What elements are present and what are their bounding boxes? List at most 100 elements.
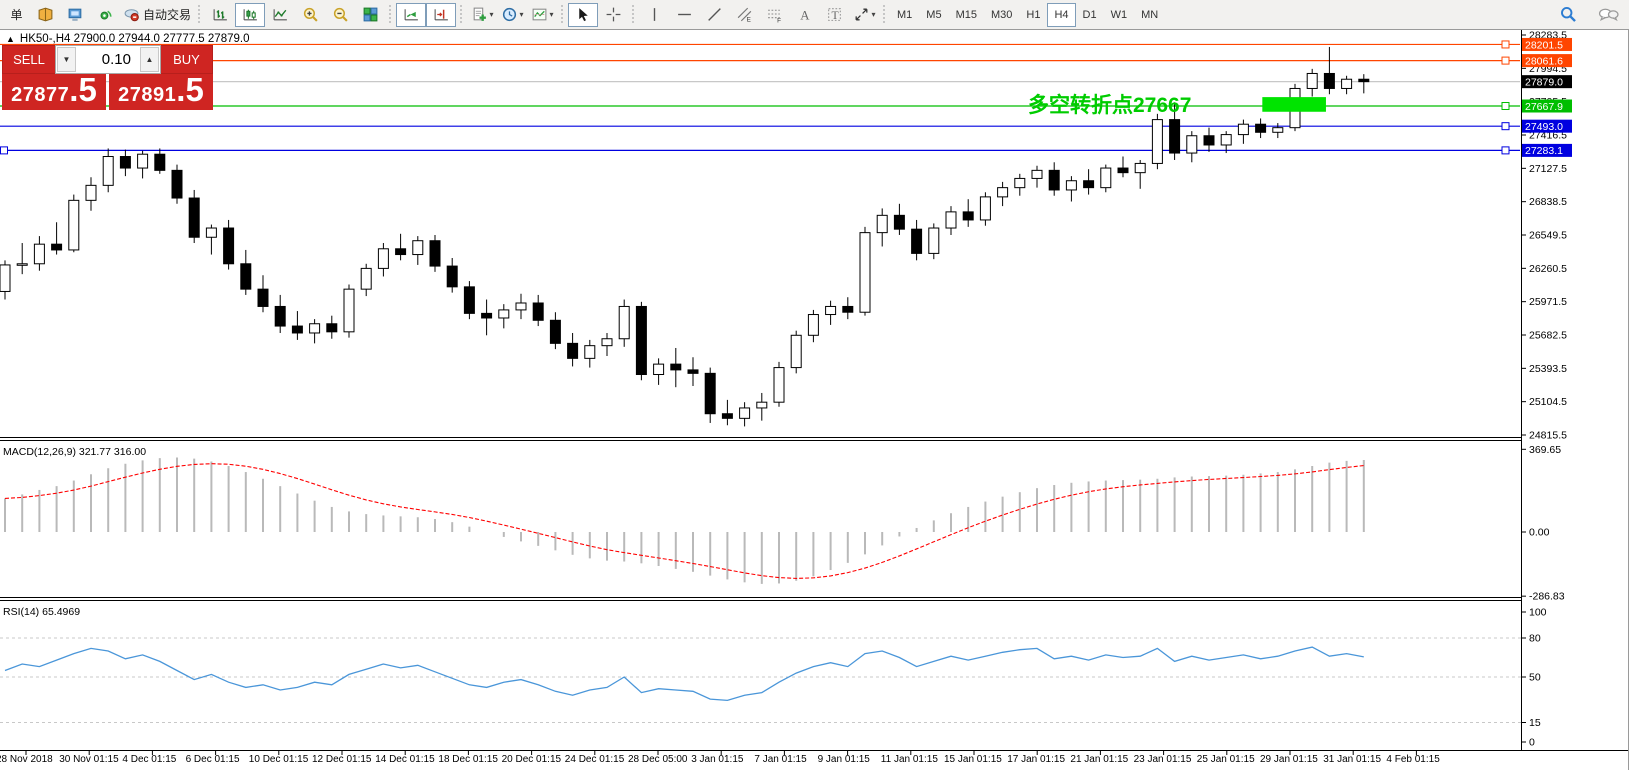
vertical-line-button[interactable]	[639, 3, 669, 27]
tile-windows-button[interactable]	[355, 3, 385, 27]
candle-body	[962, 211, 974, 221]
timeframe-MN[interactable]: MN	[1141, 8, 1159, 21]
drawn-rectangle[interactable]	[1262, 97, 1326, 112]
signals-button[interactable]	[90, 3, 120, 27]
auto-scroll-button[interactable]	[396, 2, 427, 27]
zoom-in-button[interactable]	[295, 3, 325, 27]
text-label-button[interactable]: T	[819, 3, 849, 27]
crosshair-button[interactable]	[598, 3, 628, 27]
candle-body	[876, 214, 888, 234]
line-handle[interactable]	[1501, 146, 1510, 155]
time-label: 17 Jan 01:15	[1007, 754, 1066, 765]
chat-icon	[1598, 8, 1619, 21]
timeframe-M1[interactable]: M1	[897, 8, 913, 21]
candle-body	[188, 197, 200, 238]
toolbar-grip	[387, 4, 395, 25]
text-icon: A	[800, 8, 810, 22]
timeframe-D1[interactable]: D1	[1082, 8, 1097, 21]
timeframe-H4[interactable]: H4	[1047, 2, 1076, 27]
timeframe-M30[interactable]: M30	[990, 8, 1013, 21]
arrows-button[interactable]: ▾	[849, 3, 879, 27]
price-tick-label: 28283.5	[1529, 30, 1567, 42]
new-order-button[interactable]: 单	[0, 3, 30, 27]
line-chart-button[interactable]	[265, 3, 295, 27]
line-chart-icon	[273, 9, 287, 21]
candle-body	[653, 363, 665, 376]
trendline-button[interactable]	[699, 3, 729, 27]
volume-increase-button[interactable]: ▲	[140, 47, 159, 72]
price-badge	[1522, 54, 1572, 68]
price-badge-label: 27667.9	[1525, 101, 1563, 113]
indicators-icon	[473, 7, 486, 21]
indicators-button[interactable]: ▾	[467, 3, 497, 27]
market-watch-button[interactable]	[30, 3, 60, 27]
volume-value[interactable]: 0.10	[101, 51, 131, 68]
candlestick-chart-icon	[243, 9, 257, 21]
candle-body	[859, 232, 871, 313]
candle-body	[395, 248, 407, 256]
bar-chart-button[interactable]	[205, 3, 235, 27]
sell-price-int: 27877	[11, 84, 70, 106]
equidistant-channel-button[interactable]: E	[729, 3, 759, 27]
price-badge	[1522, 143, 1572, 157]
search-button[interactable]	[1553, 2, 1583, 26]
fibonacci-button[interactable]: F	[759, 3, 789, 27]
line-handle[interactable]	[1501, 102, 1510, 111]
candle-body	[911, 228, 923, 254]
candle-body	[1134, 162, 1146, 174]
candle-body	[481, 312, 493, 319]
chart-title: ▲ HK50-,H4 27900.0 27944.0 27777.5 27879…	[6, 33, 249, 45]
svg-text:F: F	[777, 17, 781, 23]
bar-chart-icon	[213, 9, 227, 21]
autotrading-label: 自动交易	[143, 8, 192, 22]
time-label: 11 Jan 01:15	[880, 754, 938, 765]
timeframe-W1[interactable]: W1	[1110, 8, 1128, 21]
horizontal-line-button[interactable]	[669, 3, 699, 27]
zoom-out-button[interactable]	[325, 3, 355, 27]
collapse-trade-panel-icon[interactable]: ▲	[6, 34, 15, 44]
candle-body	[360, 267, 372, 290]
buy-price[interactable]: 27891 .5	[109, 73, 213, 110]
line-handle[interactable]	[1501, 122, 1510, 131]
rsi-tick-label: 15	[1529, 717, 1541, 729]
timeframe-H1[interactable]: H1	[1026, 8, 1041, 21]
signals-icon	[100, 10, 112, 20]
candle-body	[567, 342, 579, 359]
price-badge	[1522, 75, 1572, 89]
timeframe-M5[interactable]: M5	[926, 8, 942, 21]
autotrading-button[interactable]: 自动交易	[120, 3, 194, 27]
terminal-button[interactable]	[60, 3, 90, 27]
volume-decrease-button[interactable]: ▼	[57, 47, 76, 72]
equidistant-channel-icon: E	[737, 7, 751, 23]
timeframe-M15[interactable]: M15	[955, 8, 977, 21]
price-tick-label: 25104.5	[1529, 396, 1567, 408]
line-handle[interactable]	[0, 146, 8, 155]
cursor-button[interactable]	[568, 2, 599, 27]
chat-button[interactable]	[1593, 2, 1623, 26]
time-label: 20 Dec 01:15	[501, 754, 562, 765]
candle-body	[739, 407, 751, 419]
templates-caret-icon: ▾	[549, 10, 554, 19]
line-handle[interactable]	[1501, 56, 1510, 65]
line-handle[interactable]	[1501, 40, 1510, 49]
chart-text-annotation[interactable]: 多空转折点27667	[1028, 94, 1192, 117]
candle-body	[532, 302, 544, 321]
time-axis[interactable]: 28 Nov 2018 30 Nov 01:15 4 Dec 01:15 6 Dec …	[0, 752, 1629, 770]
candle-body	[171, 169, 183, 199]
new-order-label: 单	[10, 8, 23, 22]
candle-body	[945, 211, 957, 229]
chart-shift-button[interactable]	[426, 2, 457, 27]
toolbar-group-chart-type	[205, 1, 385, 28]
candlestick-chart-button[interactable]	[235, 2, 266, 27]
candle-body	[446, 265, 458, 288]
one-click-trade-panel: SELL ▼ 0.10 ▲ BUY 27877 .5 27891 .5	[2, 45, 213, 110]
sell-button[interactable]: SELL	[2, 45, 55, 74]
periods-button[interactable]: ▾	[497, 3, 527, 27]
text-label-icon: T	[827, 8, 841, 22]
text-button[interactable]: A	[789, 3, 819, 27]
buy-button[interactable]: BUY	[161, 45, 213, 74]
svg-text:A: A	[800, 8, 810, 22]
sell-price[interactable]: 27877 .5	[2, 73, 106, 110]
templates-button[interactable]: ▾	[527, 3, 557, 27]
periods-clock-icon	[502, 7, 516, 22]
